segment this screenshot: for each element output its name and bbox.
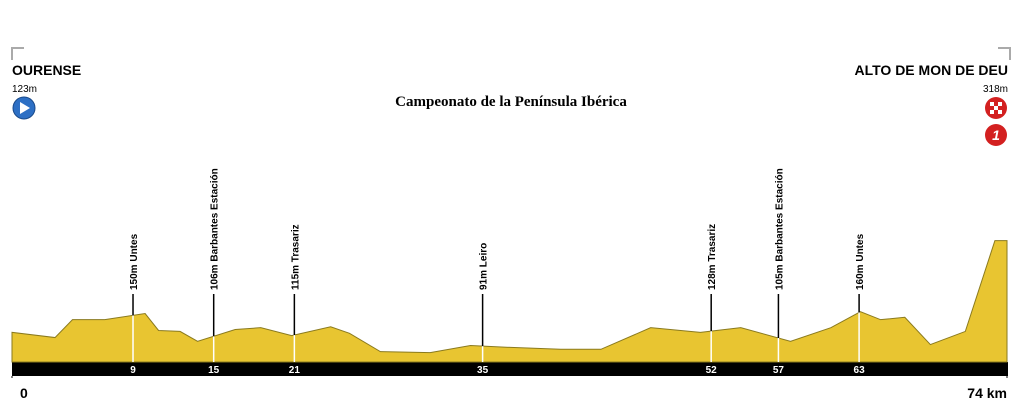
waypoint-label: 105m Barbantes Estación xyxy=(774,168,785,290)
waypoint-label: 106m Barbantes Estación xyxy=(210,168,221,290)
waypoint-km: 15 xyxy=(208,365,220,376)
start-name: OURENSE xyxy=(12,62,81,78)
waypoint-km: 21 xyxy=(289,365,301,376)
waypoint-km: 52 xyxy=(706,365,718,376)
waypoint-label: 150m Untes xyxy=(129,233,140,290)
finish-flag xyxy=(990,102,1002,114)
category-icon xyxy=(985,124,1007,146)
waypoint-label: 91m Leiro xyxy=(479,243,490,290)
chart-title: Campeonato de la Península Ibérica xyxy=(395,94,627,110)
start-icon-arrow xyxy=(20,102,30,114)
start-elevation: 123m xyxy=(12,84,37,95)
finish-elevation: 318m xyxy=(983,84,1008,95)
road-bar xyxy=(12,362,1008,376)
x-tick-label: 74 km xyxy=(967,385,1007,401)
x-tick-label: 0 xyxy=(20,385,28,401)
waypoint-km: 63 xyxy=(854,365,866,376)
corner-marks xyxy=(11,47,1011,60)
waypoint-km: 9 xyxy=(130,365,136,376)
waypoint-km: 57 xyxy=(773,365,785,376)
category-label: 1 xyxy=(992,127,1000,143)
finish-name: ALTO DE MON DE DEU xyxy=(855,62,1009,78)
waypoint-label: 115m Trasariz xyxy=(290,224,301,290)
waypoint-label: 128m Trasariz xyxy=(707,224,718,290)
waypoint-label: 160m Untes xyxy=(855,233,866,290)
elevation-profile xyxy=(11,240,1008,363)
waypoint-km: 35 xyxy=(477,365,489,376)
